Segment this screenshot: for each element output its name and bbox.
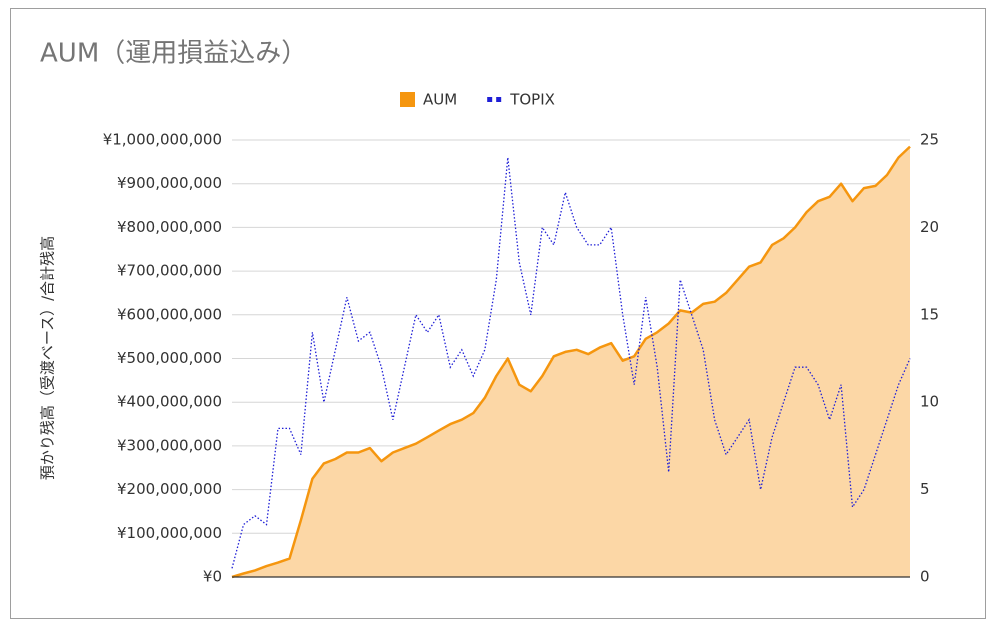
y2-tick-label: 20 (920, 218, 939, 236)
legend-label: AUM (423, 91, 457, 109)
y-tick-label: ¥300,000,000 (117, 436, 222, 454)
y-axis-title: 預かり残高（受渡ベース）/合計残高 (39, 236, 57, 480)
y-tick-label: ¥700,000,000 (117, 262, 222, 280)
y-tick-label: ¥500,000,000 (117, 349, 222, 367)
y-tick-label: ¥1,000,000,000 (103, 131, 222, 149)
y-tick-label: ¥0 (203, 568, 222, 586)
line (231, 145, 911, 579)
y2-tick-label: 0 (920, 568, 930, 586)
y-tick-label: ¥100,000,000 (117, 524, 222, 542)
legend-swatch (496, 97, 502, 102)
y-tick-label: ¥800,000,000 (117, 218, 222, 236)
y-tick-label: ¥400,000,000 (117, 393, 222, 411)
legend-swatch (487, 97, 493, 102)
y2-tick-label: 15 (920, 305, 939, 323)
y2-tick-label: 5 (920, 480, 930, 498)
legend-label: TOPIX (509, 91, 555, 109)
y-tick-label: ¥900,000,000 (117, 174, 222, 192)
y2-tick-label: 10 (920, 393, 939, 411)
y-tick-label: ¥600,000,000 (117, 305, 222, 323)
y-tick-label: ¥200,000,000 (117, 480, 222, 498)
y2-tick-label: 25 (920, 131, 939, 149)
chart-title: AUM（運用損益込み） (40, 39, 307, 69)
line (231, 157, 911, 569)
legend-swatch (400, 92, 415, 107)
area (232, 146, 910, 577)
